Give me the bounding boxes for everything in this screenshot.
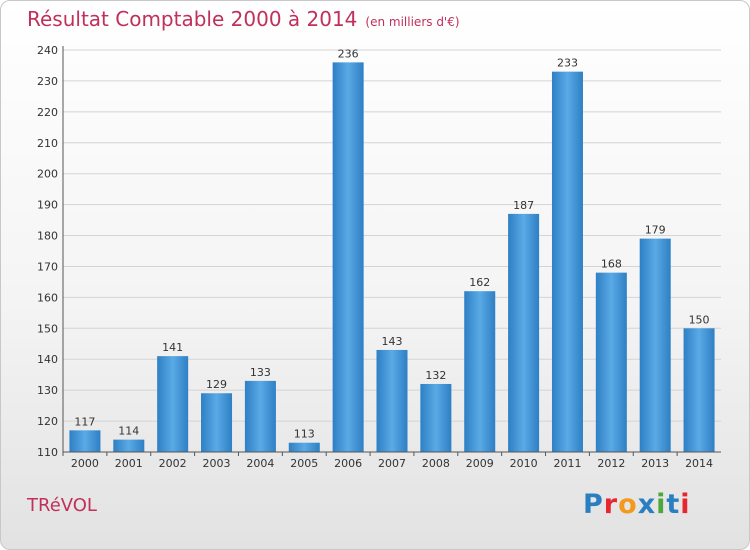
x-tick-label: 2007 xyxy=(378,457,406,470)
bar-2013 xyxy=(639,238,671,452)
x-tick-label: 2008 xyxy=(422,457,450,470)
x-tick-label: 2010 xyxy=(510,457,538,470)
y-tick-label: 220 xyxy=(37,106,58,119)
data-label: 132 xyxy=(425,369,446,382)
data-label: 150 xyxy=(689,313,710,326)
y-tick-label: 200 xyxy=(37,168,58,181)
y-tick-label: 230 xyxy=(37,75,58,88)
bar-2000 xyxy=(69,430,101,452)
logo-letter: r xyxy=(603,489,619,520)
x-tick-label: 2002 xyxy=(159,457,187,470)
logo-letter: t xyxy=(666,489,681,520)
bar-2010 xyxy=(508,213,540,452)
logo-letter: P xyxy=(583,489,604,520)
y-tick-label: 130 xyxy=(37,384,58,397)
x-tick-label: 2012 xyxy=(597,457,625,470)
bar-2008 xyxy=(420,383,452,452)
data-labels: 117 114 141 129 133 113 236 143 132 162 187 233 168 1… xyxy=(74,47,709,440)
y-tick-label: 110 xyxy=(37,446,58,459)
x-tick-label: 2000 xyxy=(71,457,99,470)
y-tick-label: 190 xyxy=(37,199,58,212)
x-tick-label: 2009 xyxy=(466,457,494,470)
y-tick-label: 120 xyxy=(37,415,58,428)
bar-2007 xyxy=(376,349,408,452)
y-tick-label: 210 xyxy=(37,137,58,150)
y-tick-label: 170 xyxy=(37,260,58,273)
x-tick-label: 2005 xyxy=(290,457,318,470)
x-tick-label: 2014 xyxy=(685,457,713,470)
bar-2006 xyxy=(332,62,364,452)
y-tick-label: 180 xyxy=(37,230,58,243)
x-tick-label: 2004 xyxy=(246,457,274,470)
x-tick-label: 2001 xyxy=(115,457,143,470)
data-label: 133 xyxy=(250,366,271,379)
data-label: 117 xyxy=(74,415,95,428)
title-text: Résultat Comptable 2000 à 2014 xyxy=(27,7,358,31)
logo-letter: o xyxy=(618,489,638,520)
bar-2011 xyxy=(551,71,583,453)
bar-2004 xyxy=(244,380,276,452)
bar-2005 xyxy=(288,442,320,452)
logo-letter: i xyxy=(656,489,667,520)
y-tick-label: 140 xyxy=(37,353,58,366)
proxiti-logo: Proxiti xyxy=(583,489,691,520)
x-tick-label: 2003 xyxy=(203,457,231,470)
data-label: 233 xyxy=(557,57,578,70)
data-label: 236 xyxy=(338,47,359,60)
bar-2014 xyxy=(683,328,715,452)
y-tick-label: 150 xyxy=(37,322,58,335)
data-label: 141 xyxy=(162,341,183,354)
data-label: 179 xyxy=(645,224,666,237)
data-label: 187 xyxy=(513,199,534,212)
data-label: 113 xyxy=(294,428,315,441)
data-label: 129 xyxy=(206,378,227,391)
bar-2003 xyxy=(201,393,233,452)
bar-2009 xyxy=(464,291,496,452)
y-tick-label: 160 xyxy=(37,291,58,304)
bar-2002 xyxy=(157,356,189,452)
data-label: 143 xyxy=(382,335,403,348)
bar-2001 xyxy=(113,439,145,452)
x-tick-label: 2006 xyxy=(334,457,362,470)
bars xyxy=(69,62,715,453)
logo-letter: i xyxy=(680,489,691,520)
chart-subtitle: (en milliers d'€) xyxy=(365,15,460,29)
x-tick-label: 2013 xyxy=(641,457,669,470)
y-tick-label: 240 xyxy=(37,44,58,57)
data-label: 168 xyxy=(601,258,622,271)
chart-title: Résultat Comptable 2000 à 2014 (en millie… xyxy=(27,7,460,31)
town-name: TRéVOL xyxy=(27,495,97,516)
data-label: 114 xyxy=(118,425,139,438)
bar-2012 xyxy=(595,272,627,452)
logo-letter: x xyxy=(637,489,657,520)
x-tick-label: 2011 xyxy=(553,457,581,470)
data-label: 162 xyxy=(469,276,490,289)
axes: 110 120 130 140 150 160 170 180 190 200 210 220 230 2… xyxy=(37,44,721,470)
